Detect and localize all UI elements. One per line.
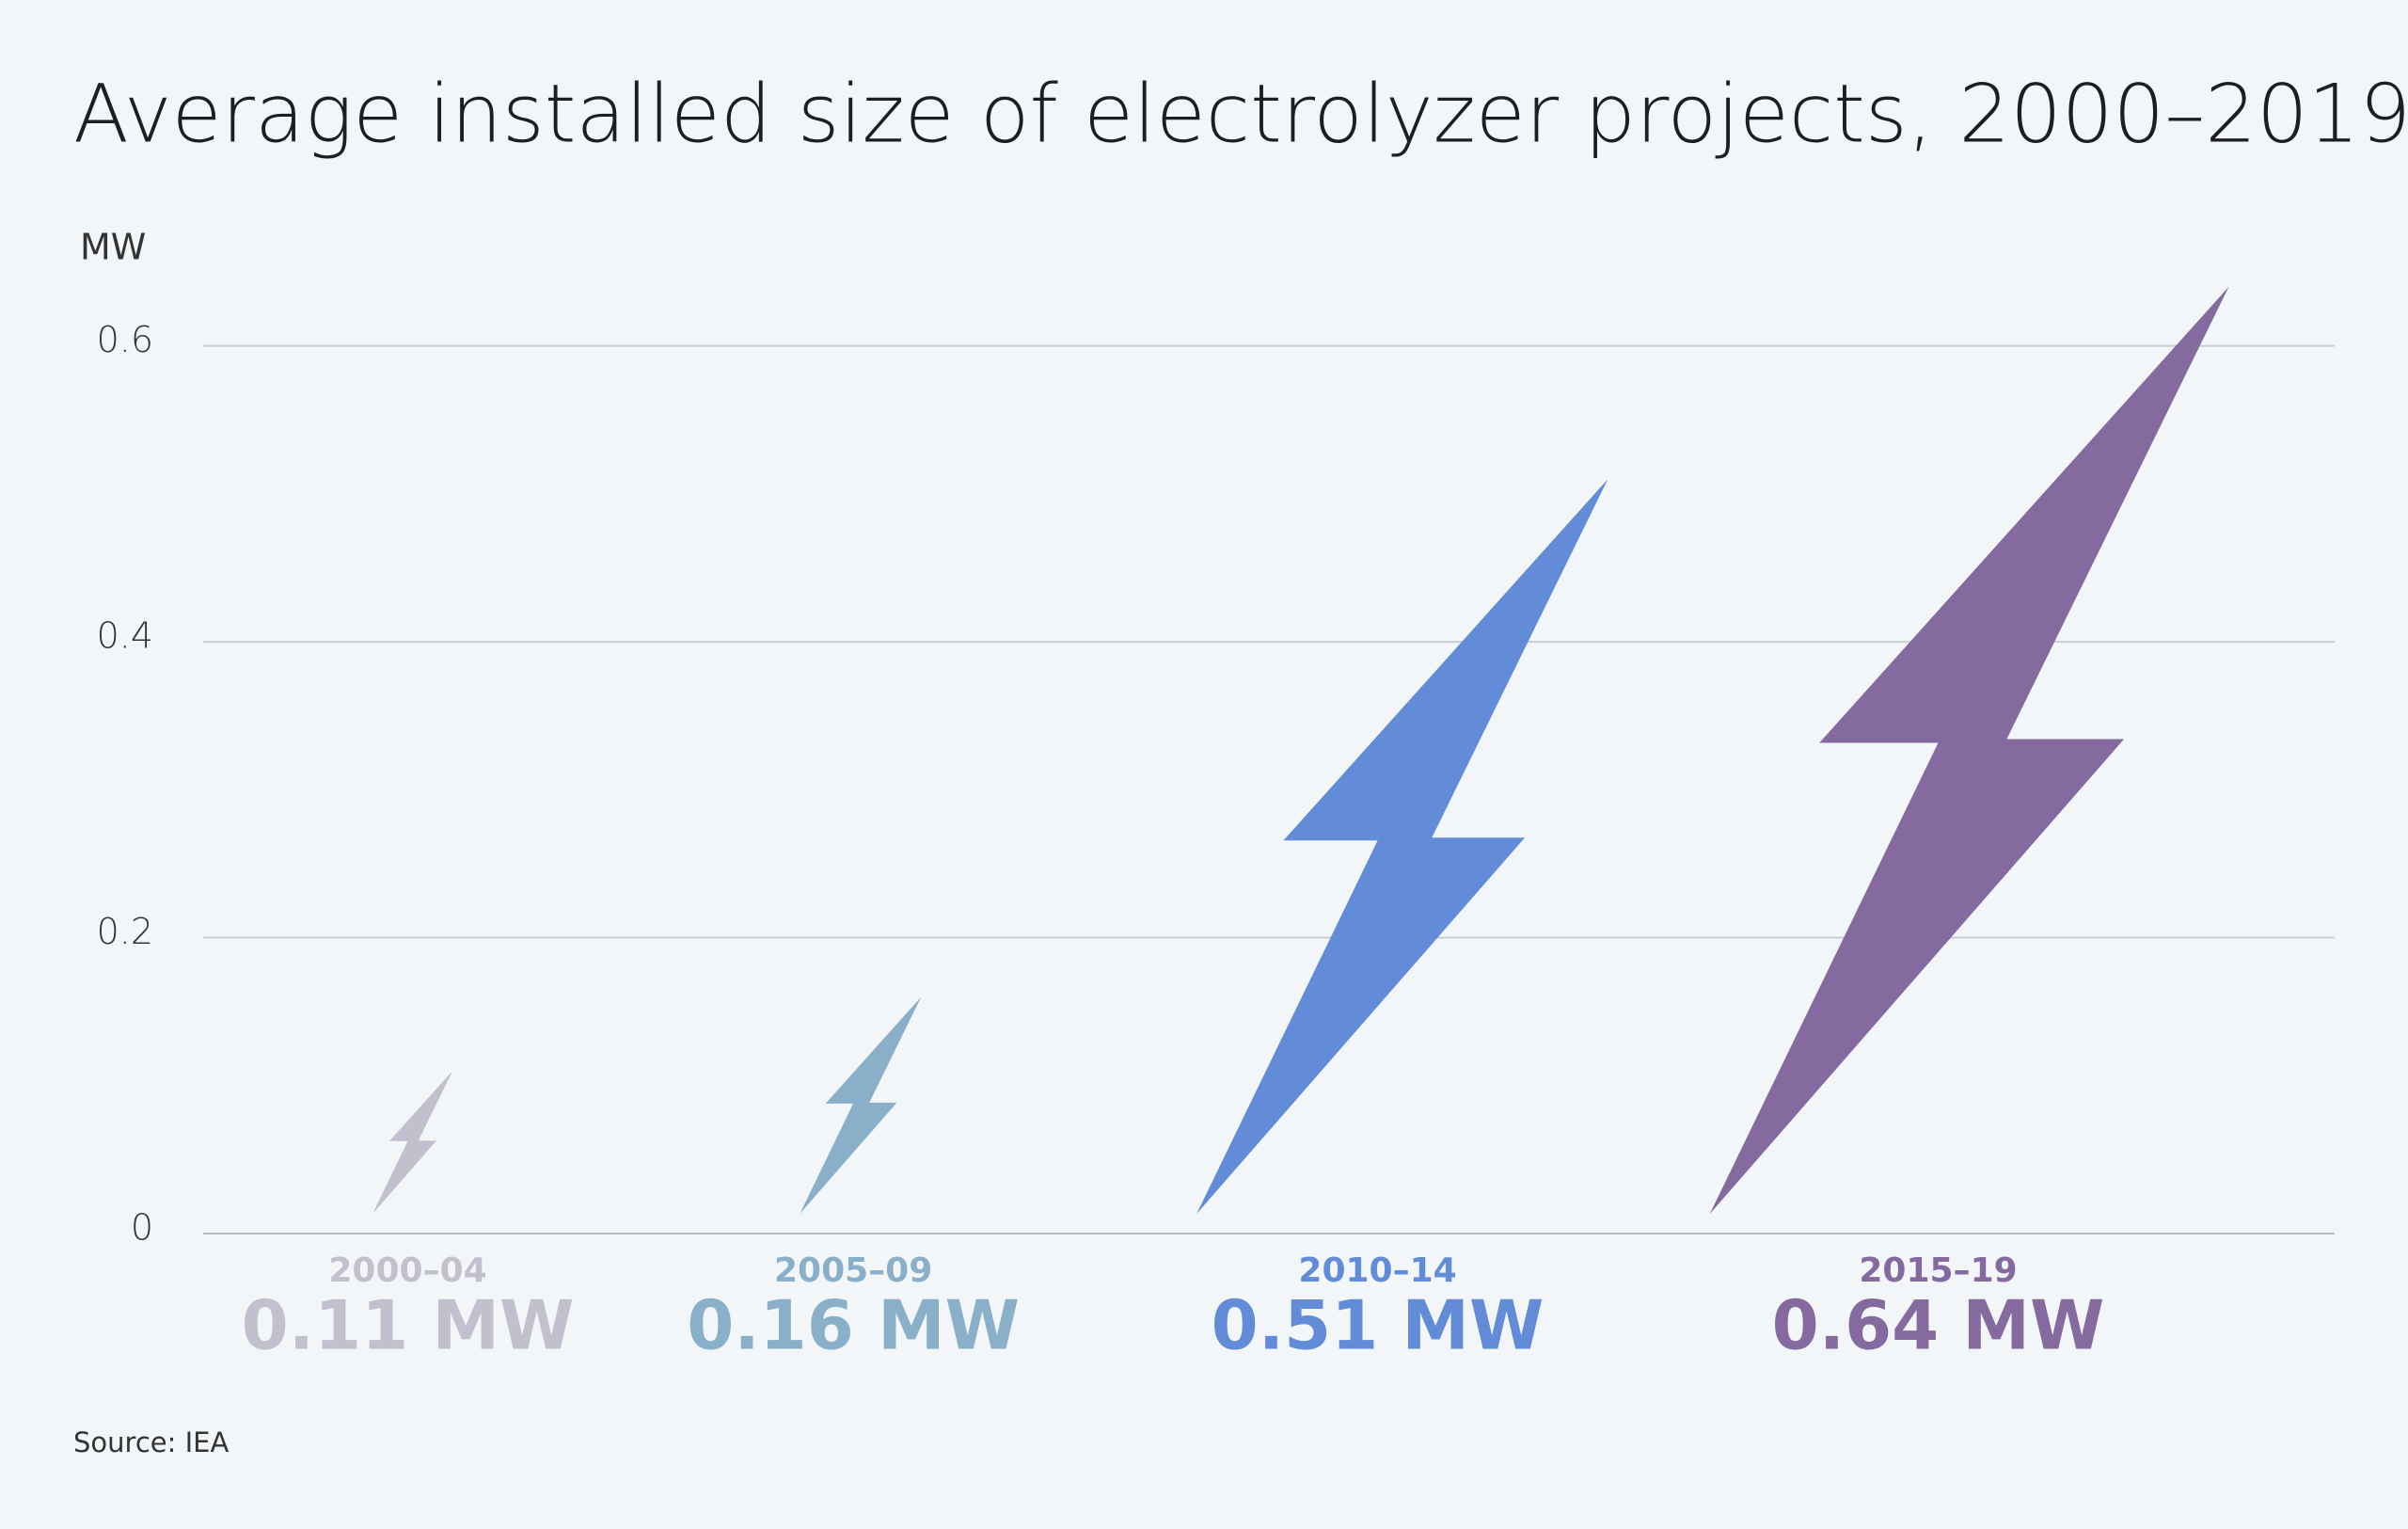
y-tick-label: 0.2 bbox=[97, 911, 153, 952]
x-tick-label: 2005–09 bbox=[774, 1251, 932, 1290]
bolt bbox=[1709, 286, 2229, 1214]
bolt bbox=[372, 1071, 453, 1214]
value-label: 0.11 MW bbox=[242, 1286, 575, 1365]
bolt bbox=[1196, 479, 1608, 1215]
x-tick-label: 2000–04 bbox=[328, 1251, 486, 1290]
y-axis-label: MW bbox=[80, 227, 146, 268]
source-note: Source: IEA bbox=[73, 1426, 229, 1458]
value-label: 0.16 MW bbox=[687, 1286, 1020, 1365]
y-tick-label: 0.4 bbox=[97, 615, 153, 657]
x-tick-label: 2015–19 bbox=[1859, 1251, 2017, 1290]
y-tick-label: 0 bbox=[131, 1207, 153, 1249]
value-label: 0.51 MW bbox=[1212, 1286, 1545, 1365]
bolt bbox=[800, 996, 922, 1214]
value-label: 0.64 MW bbox=[1772, 1286, 2105, 1365]
x-tick-label: 2010–14 bbox=[1298, 1251, 1456, 1290]
y-tick-label: 0.6 bbox=[97, 319, 153, 360]
chart-title: Average installed size of electrolyzer p… bbox=[73, 68, 2408, 162]
